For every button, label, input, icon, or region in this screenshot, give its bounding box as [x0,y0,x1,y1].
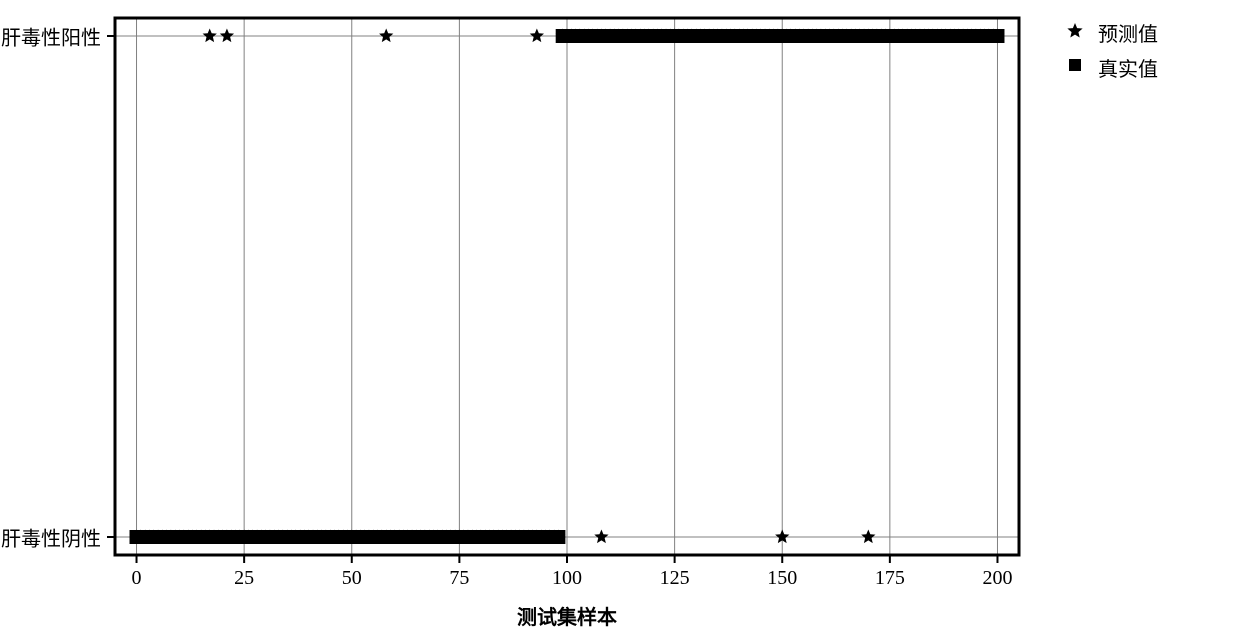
x-axis-label: 测试集样本 [517,601,617,630]
legend-label-predicted: 预测值 [1098,18,1158,47]
x-tick-label-6: 150 [767,567,797,590]
legend-entry-truth: 真实值 [1060,53,1158,82]
chart-container: 肝毒性阴性 肝毒性阳性 0 25 50 75 100 125 150 175 2… [0,0,1239,634]
star-icon [1060,20,1090,46]
x-tick-label-0: 0 [132,567,142,590]
x-tick-label-3: 75 [449,567,469,590]
x-tick-label-8: 200 [982,567,1012,590]
chart-svg [0,0,1239,634]
legend-entry-predicted: 预测值 [1060,18,1158,47]
y-tick-label-0: 肝毒性阴性 [0,523,101,552]
x-tick-label-5: 125 [660,567,690,590]
square-icon [1060,55,1090,81]
x-tick-label-4: 100 [552,567,582,590]
legend-label-truth: 真实值 [1098,53,1158,82]
x-tick-label-7: 175 [875,567,905,590]
legend: 预测值 真实值 [1060,18,1158,88]
x-tick-label-2: 50 [342,567,362,590]
y-tick-label-1: 肝毒性阳性 [0,22,101,51]
x-tick-label-1: 25 [234,567,254,590]
